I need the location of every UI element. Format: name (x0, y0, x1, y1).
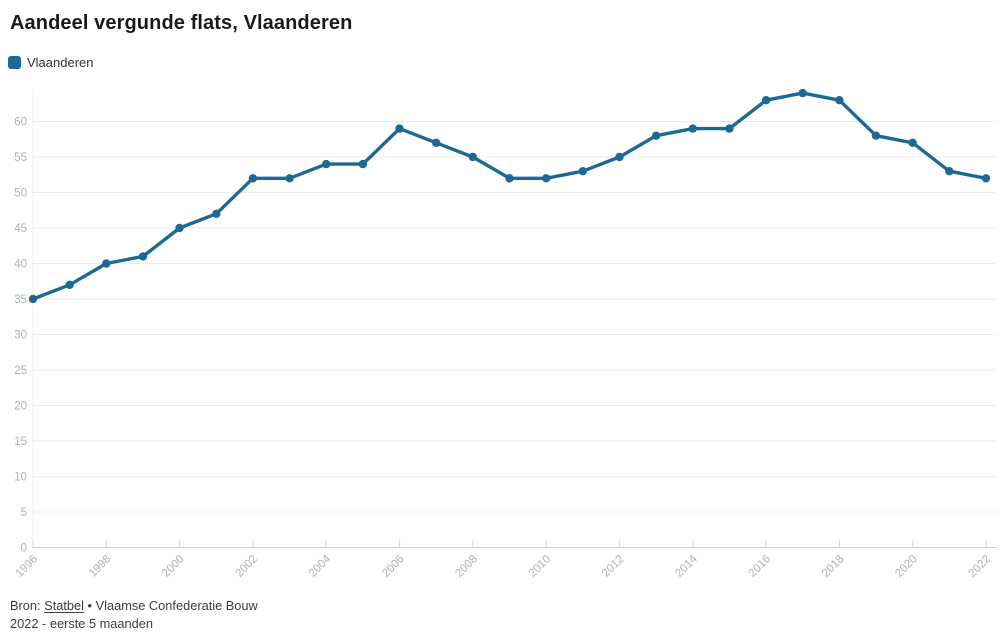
data-point[interactable] (322, 159, 331, 169)
series-line (31, 91, 988, 301)
source-prefix: Bron: (10, 598, 45, 613)
y-tick-label: 0 (21, 543, 27, 555)
data-point[interactable] (542, 174, 551, 183)
data-point[interactable] (102, 259, 111, 268)
x-tick-label: 2014 (673, 553, 700, 580)
data-point[interactable] (725, 124, 734, 133)
legend-swatch-icon (8, 56, 21, 69)
data-point[interactable] (28, 294, 38, 304)
chart-footer: Bron: Statbel • Vlaamse Confederatie Bou… (10, 597, 258, 633)
data-point[interactable] (505, 174, 514, 183)
data-point[interactable] (212, 209, 221, 218)
data-point[interactable] (138, 252, 148, 261)
y-tick-label: 45 (14, 223, 27, 235)
x-tick-label: 2000 (160, 553, 187, 580)
x-tick-label: 2022 (967, 553, 994, 580)
y-tick-label: 15 (14, 436, 27, 448)
data-point[interactable] (688, 124, 697, 133)
data-point[interactable] (395, 124, 404, 133)
y-tick-label: 10 (14, 472, 27, 484)
y-tick-label: 20 (14, 401, 27, 413)
x-tick-label: 2016 (747, 553, 774, 580)
data-point[interactable] (761, 96, 771, 105)
source-suffix: • Vlaamse Confederatie Bouw (84, 598, 258, 613)
data-point[interactable] (981, 174, 991, 183)
data-point[interactable] (651, 131, 661, 140)
x-tick-label: 1996 (14, 553, 41, 580)
y-tick-label: 25 (14, 365, 27, 377)
data-point[interactable] (175, 223, 184, 233)
data-point[interactable] (285, 174, 294, 183)
x-tick-label: 2010 (527, 553, 554, 580)
y-tick-label: 60 (14, 117, 27, 129)
data-point[interactable] (835, 96, 844, 105)
y-tick-label: 30 (14, 330, 27, 342)
source-line: Bron: Statbel • Vlaamse Confederatie Bou… (10, 597, 258, 615)
x-tick-label: 2004 (307, 553, 334, 580)
data-point[interactable] (248, 174, 258, 183)
x-tick-label: 2008 (453, 553, 480, 580)
x-tick-label: 2002 (233, 553, 260, 580)
x-tick-label: 2006 (380, 553, 407, 580)
data-point[interactable] (871, 131, 881, 140)
y-tick-label: 55 (14, 152, 27, 164)
data-point[interactable] (798, 88, 807, 98)
x-tick-label: 2018 (820, 553, 847, 580)
y-tick-label: 40 (14, 259, 27, 271)
legend: Vlaanderen (8, 55, 94, 70)
data-point[interactable] (615, 152, 624, 162)
x-tick-label: 2012 (600, 553, 627, 580)
data-point[interactable] (945, 167, 954, 176)
data-point[interactable] (908, 138, 917, 147)
y-tick-label: 5 (21, 507, 27, 519)
y-tick-label: 35 (14, 294, 27, 306)
y-tick-label: 50 (14, 188, 27, 200)
source-link[interactable]: Statbel (44, 598, 84, 613)
chart-title: Aandeel vergunde flats, Vlaanderen (10, 12, 353, 34)
data-point[interactable] (65, 280, 74, 289)
x-tick-label: 1998 (87, 553, 114, 580)
data-point[interactable] (432, 138, 441, 147)
data-point[interactable] (468, 152, 477, 162)
data-point[interactable] (358, 159, 368, 169)
footer-note: 2022 - eerste 5 maanden (10, 616, 153, 631)
legend-label: Vlaanderen (27, 55, 94, 70)
x-tick-label: 2020 (893, 553, 920, 580)
data-point[interactable] (578, 167, 587, 176)
